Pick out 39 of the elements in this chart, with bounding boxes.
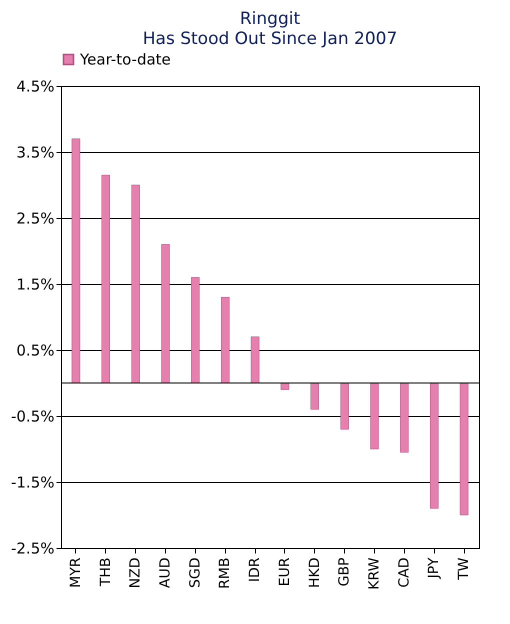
x-tick-label: RMB	[217, 558, 234, 589]
x-tick-label: CAD	[396, 558, 412, 588]
bar	[460, 382, 468, 516]
y-tick-label: 2.5%	[16, 210, 54, 228]
x-tick-label: MYR	[68, 557, 84, 588]
bar	[220, 296, 230, 384]
y-tick-label: -0.5%	[10, 408, 54, 426]
x-tick-label: HKD	[306, 558, 323, 588]
x-tick-label: IDR	[247, 557, 264, 582]
bar	[340, 382, 349, 430]
x-tick-label: TW	[456, 557, 472, 581]
x-tick-label: NZD	[128, 558, 144, 588]
chart-subtitle: Has Stood Out Since Jan 2007	[142, 29, 398, 49]
y-tick-label: -1.5%	[10, 474, 54, 492]
bar	[72, 138, 80, 384]
y-tick-label: -2.5%	[10, 540, 54, 558]
bar	[131, 184, 140, 384]
chart-title: Ringgit	[240, 9, 300, 29]
y-tick-label: 4.5%	[16, 78, 54, 96]
bar	[191, 277, 200, 384]
bar	[430, 382, 438, 509]
x-tick-label: EUR	[276, 557, 293, 586]
bar	[161, 244, 170, 384]
bar	[102, 174, 110, 384]
x-tick-label: THB	[98, 558, 114, 588]
x-tick-label: AUD	[158, 558, 174, 588]
y-tick-label: 1.5%	[16, 276, 54, 294]
y-tick-label: 3.5%	[16, 144, 54, 162]
bar	[280, 382, 290, 390]
x-tick-label: JPY	[426, 557, 442, 580]
bar	[370, 382, 379, 450]
bar	[310, 382, 320, 410]
bar	[250, 336, 260, 384]
legend-label: Year-to-date	[79, 50, 171, 68]
bar	[400, 382, 409, 453]
x-tick-label: GBP	[336, 558, 353, 586]
y-tick-label: 0.5%	[16, 342, 54, 360]
x-tick-label: KRW	[366, 557, 382, 590]
x-tick-label: SGD	[187, 558, 204, 588]
